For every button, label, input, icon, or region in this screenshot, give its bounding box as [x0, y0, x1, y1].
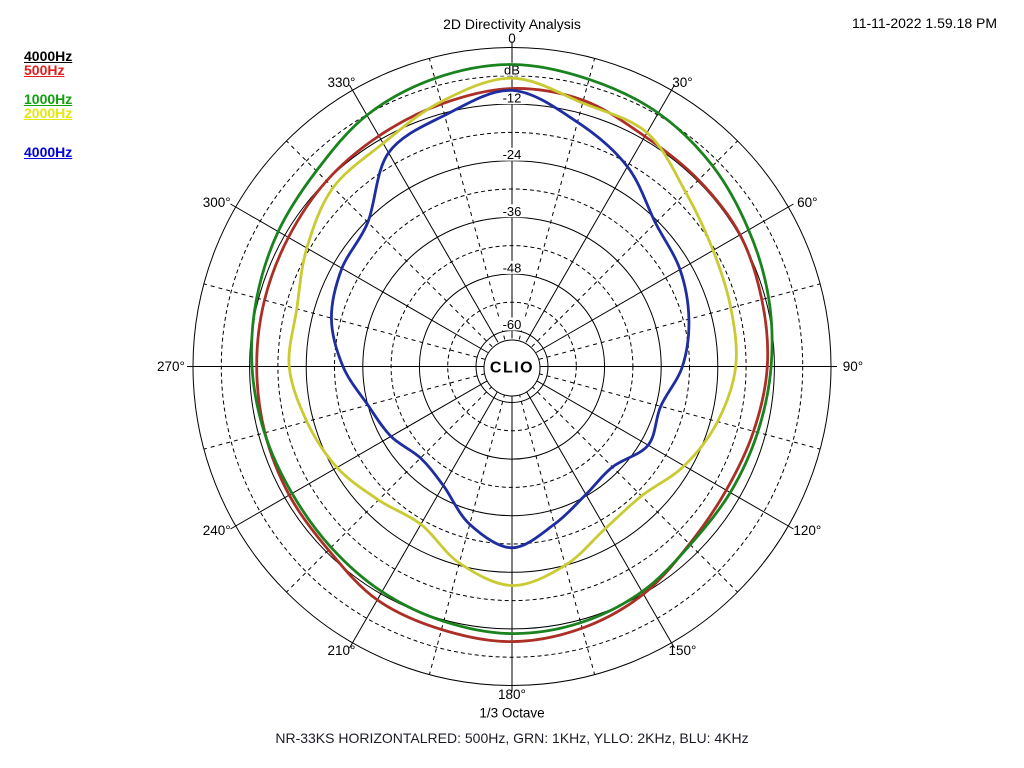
angle-label-180: 180° — [498, 687, 526, 702]
page-title: 2D Directivity Analysis — [443, 16, 581, 32]
legend-item-2000hz: 2000Hz — [24, 105, 73, 121]
radial-label-bg — [498, 91, 526, 105]
angle-label-150: 150° — [669, 643, 697, 658]
polar-spoke — [203, 283, 486, 360]
legend-item-4000hz-blue: 4000Hz — [24, 144, 73, 160]
legend: 4000Hz 500Hz 1000Hz 2000Hz 4000Hz — [24, 49, 72, 159]
polar-spoke — [203, 373, 486, 450]
angle-label-90: 90° — [843, 359, 863, 374]
radial-unit-label: dB — [504, 62, 520, 77]
series-curve-4KHz — [329, 88, 691, 550]
polar-spoke — [531, 385, 738, 593]
polar-spoke — [349, 390, 499, 649]
radial-label-bg — [498, 147, 526, 161]
radial-label: -36 — [503, 204, 522, 219]
polar-spoke — [286, 140, 493, 348]
clio-logo: CLIO — [490, 360, 534, 377]
polar-spoke — [535, 203, 794, 353]
radial-label-bg — [498, 204, 526, 218]
series-curve-500Hz — [255, 87, 770, 644]
polar-spoke — [428, 393, 506, 675]
timestamp: 11-11-2022 1.59.18 PM — [851, 15, 997, 31]
series-curve-2KHz — [287, 76, 738, 587]
legend-item-500hz: 500Hz — [24, 62, 65, 78]
polar-spoke — [349, 84, 499, 343]
polar-spoke — [525, 390, 675, 649]
polar-spoke — [286, 385, 493, 593]
polar-spoke — [538, 283, 821, 360]
angle-label-210: 210° — [328, 643, 356, 658]
radial-label: -48 — [503, 260, 522, 275]
radial-label: -60 — [503, 317, 522, 332]
polar-spoke — [531, 140, 738, 348]
radial-label: -24 — [503, 147, 522, 162]
legend-item-4000hz-black: 4000Hz — [24, 48, 73, 64]
angle-label-60: 60° — [797, 195, 817, 210]
polar-spoke — [535, 380, 794, 530]
angle-label-300: 300° — [203, 195, 231, 210]
angle-label-240: 240° — [203, 523, 231, 538]
angle-label-330: 330° — [328, 75, 356, 90]
radial-label: -12 — [503, 91, 522, 106]
radial-label-bg — [498, 260, 526, 274]
chart-caption: NR-33KS HORIZONTALRED: 500Hz, GRN: 1KHz,… — [275, 730, 749, 746]
polar-spoke — [538, 373, 821, 450]
polar-spoke — [230, 380, 489, 530]
angle-label-30: 30° — [672, 75, 692, 90]
legend-item-1000hz: 1000Hz — [24, 91, 73, 107]
angle-label-0: 0 — [508, 31, 516, 46]
polar-spoke — [525, 84, 675, 343]
angle-label-270: 270° — [157, 359, 185, 374]
series-curve-1KHz — [250, 63, 774, 636]
polar-spoke — [230, 203, 489, 353]
angle-label-120: 120° — [793, 523, 821, 538]
polar-spoke — [518, 58, 596, 340]
octave-label: 1/3 Octave — [479, 706, 544, 721]
radial-label-bg — [498, 317, 526, 331]
center-circle — [483, 339, 541, 397]
